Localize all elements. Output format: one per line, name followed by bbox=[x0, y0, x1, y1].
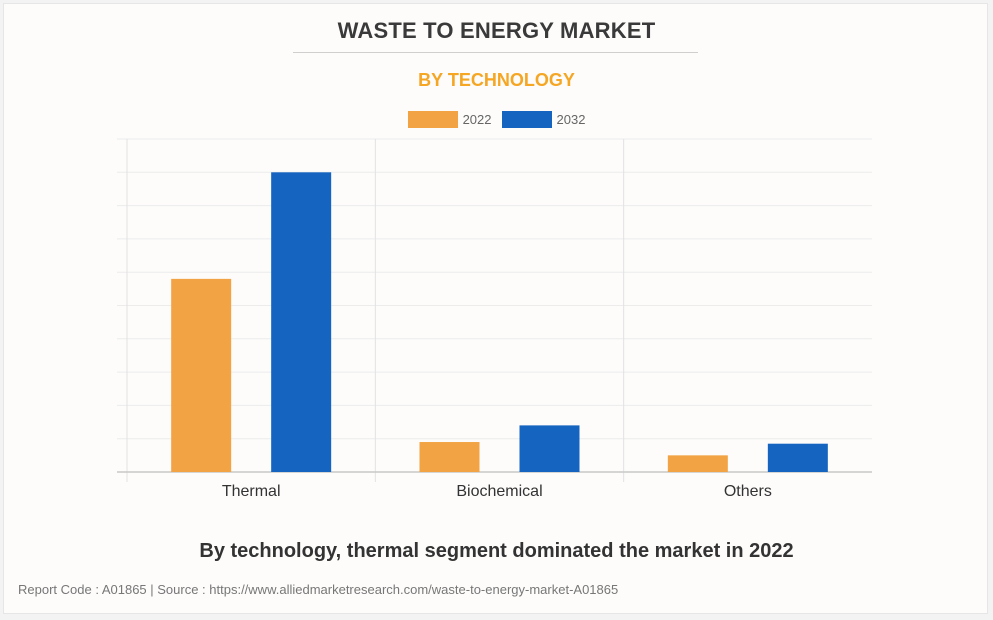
legend: 2022 2032 bbox=[0, 111, 993, 128]
x-tick-label: Thermal bbox=[222, 483, 281, 500]
x-tick-label: Others bbox=[724, 483, 772, 500]
bar-biochemical-2032 bbox=[519, 425, 580, 472]
legend-swatch-2032 bbox=[501, 111, 552, 128]
chart-caption: By technology, thermal segment dominated… bbox=[199, 540, 794, 562]
legend-swatch-2022 bbox=[407, 111, 458, 128]
legend-item-2022[interactable]: 2022 bbox=[407, 111, 492, 128]
chart-title: WASTE TO ENERGY MARKET bbox=[337, 18, 656, 43]
chart-card bbox=[3, 3, 988, 614]
source-footer: Report Code : A01865 | Source : https://… bbox=[18, 582, 619, 597]
bar-thermal-2032 bbox=[271, 172, 332, 473]
bar-chart: Thermal Biochemical Others bbox=[117, 138, 872, 500]
title-divider bbox=[293, 52, 698, 53]
x-tick-label: Biochemical bbox=[456, 483, 542, 500]
bar-others-2022 bbox=[667, 455, 728, 472]
bar-thermal-2022 bbox=[171, 278, 232, 472]
bar-biochemical-2022 bbox=[419, 442, 480, 472]
legend-label-2032: 2032 bbox=[556, 112, 586, 127]
legend-label-2022: 2022 bbox=[462, 112, 492, 127]
bar-others-2032 bbox=[767, 443, 828, 472]
legend-item-2032[interactable]: 2032 bbox=[501, 111, 586, 128]
chart-subtitle: BY TECHNOLOGY bbox=[418, 70, 575, 90]
